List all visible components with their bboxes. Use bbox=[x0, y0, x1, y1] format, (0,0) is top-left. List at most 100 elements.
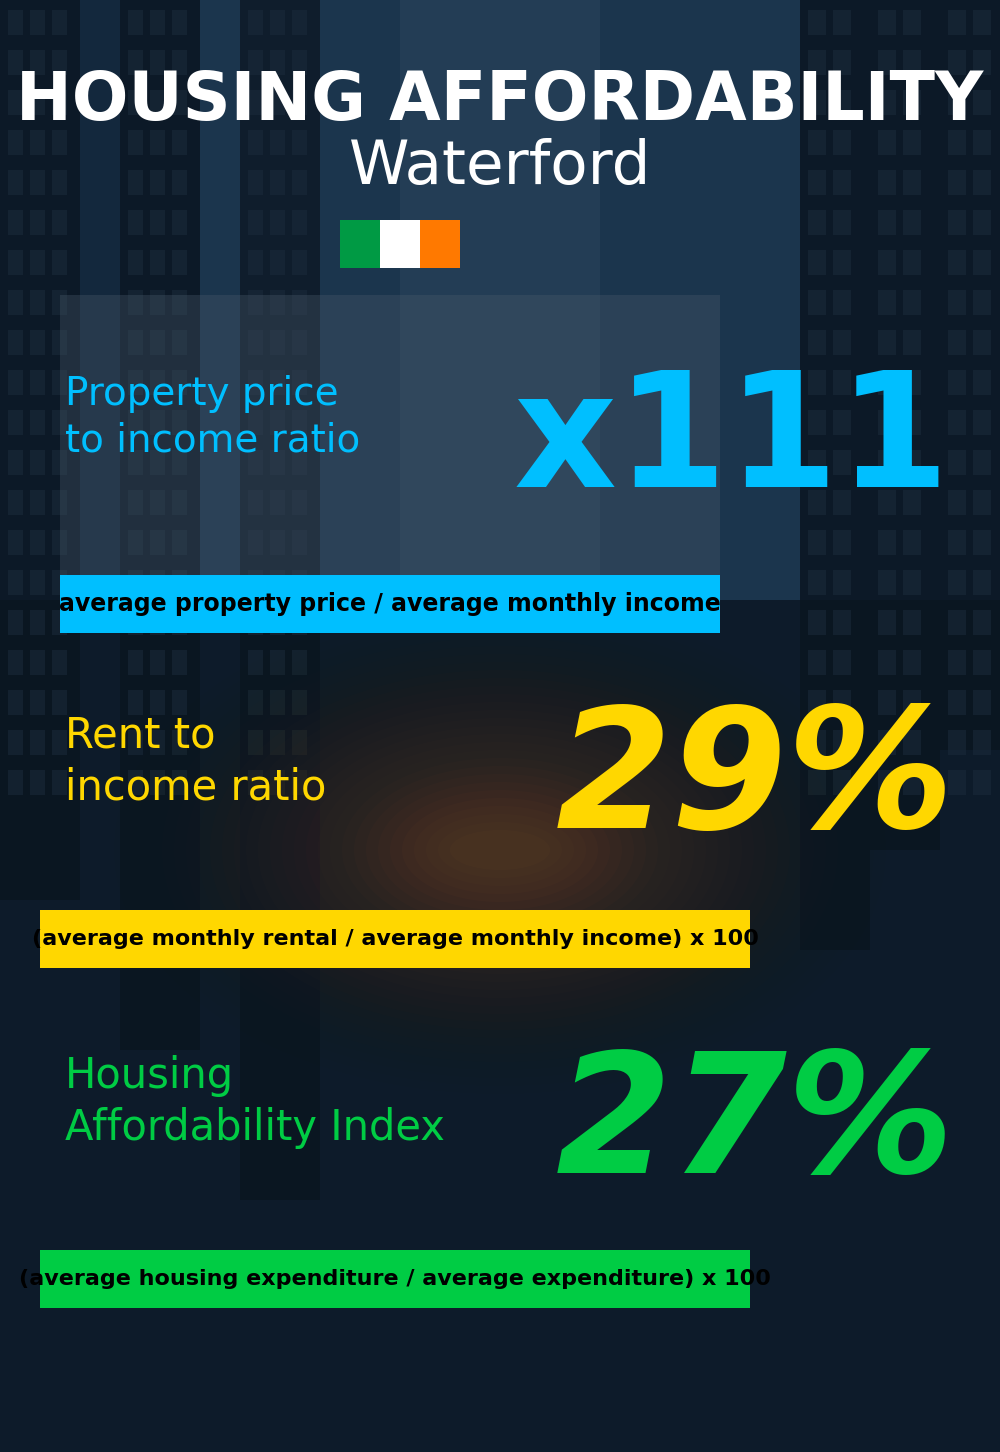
Bar bbox=[833, 690, 851, 714]
Bar bbox=[172, 211, 187, 235]
Bar bbox=[903, 730, 921, 755]
Bar bbox=[52, 650, 67, 675]
Bar bbox=[52, 290, 67, 315]
Bar bbox=[833, 131, 851, 155]
Bar bbox=[30, 90, 45, 115]
Bar bbox=[8, 211, 23, 235]
Bar bbox=[150, 250, 165, 274]
Bar bbox=[808, 170, 826, 195]
Bar bbox=[52, 90, 67, 115]
Bar bbox=[878, 690, 896, 714]
Bar bbox=[948, 489, 966, 515]
Bar bbox=[833, 610, 851, 635]
Bar bbox=[52, 49, 67, 76]
Bar bbox=[172, 450, 187, 475]
Bar bbox=[903, 450, 921, 475]
Bar bbox=[903, 49, 921, 76]
Bar bbox=[292, 211, 307, 235]
Bar bbox=[808, 250, 826, 274]
Bar bbox=[948, 250, 966, 274]
Bar bbox=[973, 770, 991, 796]
Bar bbox=[903, 571, 921, 595]
Bar bbox=[833, 409, 851, 436]
Bar bbox=[292, 450, 307, 475]
Bar bbox=[128, 211, 143, 235]
Bar bbox=[248, 49, 263, 76]
Bar bbox=[270, 770, 285, 796]
Bar bbox=[128, 170, 143, 195]
Bar bbox=[903, 770, 921, 796]
Bar bbox=[833, 450, 851, 475]
Bar bbox=[270, 170, 285, 195]
Bar bbox=[833, 170, 851, 195]
Bar bbox=[30, 571, 45, 595]
Bar bbox=[150, 170, 165, 195]
Text: average property price / average monthly income: average property price / average monthly… bbox=[59, 592, 721, 616]
Bar bbox=[150, 571, 165, 595]
Bar bbox=[128, 290, 143, 315]
Bar bbox=[833, 330, 851, 354]
Bar bbox=[128, 610, 143, 635]
Bar bbox=[30, 650, 45, 675]
Bar bbox=[878, 290, 896, 315]
Bar bbox=[248, 90, 263, 115]
Bar bbox=[8, 330, 23, 354]
Bar bbox=[340, 221, 380, 269]
Bar bbox=[903, 211, 921, 235]
Bar bbox=[270, 650, 285, 675]
Bar bbox=[292, 330, 307, 354]
Text: (average monthly rental / average monthly income) x 100: (average monthly rental / average monthl… bbox=[32, 929, 758, 950]
Bar bbox=[150, 370, 165, 395]
Bar bbox=[248, 250, 263, 274]
Bar bbox=[833, 49, 851, 76]
Bar bbox=[973, 10, 991, 35]
Bar bbox=[128, 131, 143, 155]
Bar bbox=[150, 49, 165, 76]
Bar bbox=[878, 211, 896, 235]
Bar bbox=[973, 90, 991, 115]
Bar bbox=[172, 571, 187, 595]
Bar bbox=[8, 10, 23, 35]
Bar bbox=[973, 131, 991, 155]
Bar bbox=[172, 49, 187, 76]
Bar bbox=[150, 489, 165, 515]
Bar bbox=[973, 571, 991, 595]
Bar bbox=[878, 770, 896, 796]
Bar bbox=[973, 730, 991, 755]
Bar bbox=[833, 211, 851, 235]
Bar bbox=[30, 610, 45, 635]
Bar bbox=[52, 370, 67, 395]
Bar bbox=[973, 290, 991, 315]
Bar bbox=[292, 770, 307, 796]
Text: 29%: 29% bbox=[556, 700, 955, 862]
Bar bbox=[292, 49, 307, 76]
Bar bbox=[878, 489, 896, 515]
Bar bbox=[973, 250, 991, 274]
Bar bbox=[973, 489, 991, 515]
Bar bbox=[270, 370, 285, 395]
Bar bbox=[833, 250, 851, 274]
Bar bbox=[30, 170, 45, 195]
Bar bbox=[878, 330, 896, 354]
Bar bbox=[248, 330, 263, 354]
Bar bbox=[878, 10, 896, 35]
Bar bbox=[903, 170, 921, 195]
Bar bbox=[52, 211, 67, 235]
Bar bbox=[150, 450, 165, 475]
Bar bbox=[150, 530, 165, 555]
Bar bbox=[30, 131, 45, 155]
Bar bbox=[30, 530, 45, 555]
Bar bbox=[270, 409, 285, 436]
Bar bbox=[903, 489, 921, 515]
Bar bbox=[948, 730, 966, 755]
Text: Rent to
income ratio: Rent to income ratio bbox=[65, 714, 326, 809]
Bar bbox=[973, 211, 991, 235]
Bar bbox=[172, 610, 187, 635]
Bar bbox=[833, 290, 851, 315]
Bar bbox=[150, 690, 165, 714]
Bar bbox=[292, 650, 307, 675]
Bar bbox=[833, 370, 851, 395]
Bar bbox=[248, 409, 263, 436]
Bar bbox=[903, 650, 921, 675]
Bar bbox=[808, 131, 826, 155]
